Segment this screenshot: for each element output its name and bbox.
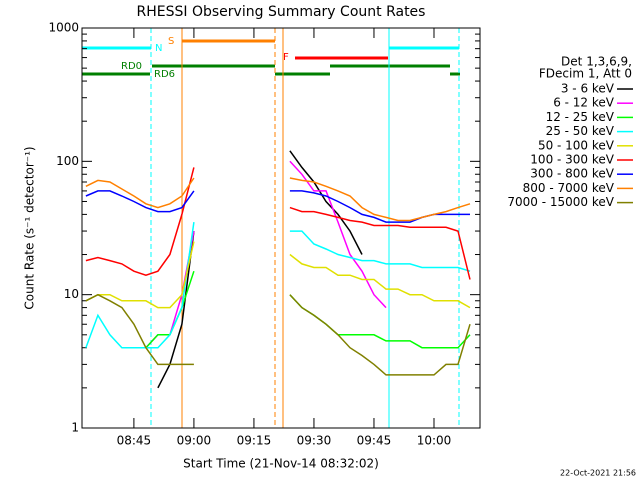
flag-label: S (168, 36, 174, 47)
legend-label: 3 - 6 keV (561, 82, 615, 96)
legend-label: 50 - 100 keV (538, 138, 615, 152)
legend-header: FDecim 1, Att 0 (539, 67, 632, 81)
series-line (85, 241, 471, 309)
legend-label: 6 - 12 keV (553, 96, 615, 110)
plot-frame (81, 27, 481, 429)
flag-label: RD6 (154, 69, 175, 80)
series-line (85, 190, 470, 223)
y-tick-label: 10 (64, 287, 79, 301)
series-line (157, 150, 363, 389)
x-tick-label: 08:45 (117, 434, 152, 448)
legend-label: 100 - 300 keV (530, 153, 614, 167)
legend-label: 7000 - 15000 keV (507, 195, 614, 209)
flags (82, 39, 460, 76)
series-line (85, 167, 471, 280)
y-axis-label: Count Rate (s⁻¹ detector⁻¹) (23, 146, 37, 309)
y-tick-label: 1000 (48, 21, 79, 35)
y-tick-label: 1 (71, 421, 79, 435)
series-line (85, 293, 471, 376)
x-tick-label: 09:00 (177, 434, 212, 448)
state-lines (150, 28, 460, 428)
series-line (85, 177, 471, 222)
flag-label: RD0 (121, 61, 142, 72)
flag-label: F (283, 52, 289, 63)
footer: 22-Oct-2021 21:56 (560, 469, 636, 478)
legend-label: 800 - 7000 keV (523, 181, 615, 195)
y-tick-label: 100 (56, 154, 79, 168)
x-tick-label: 09:15 (237, 434, 272, 448)
series-line (145, 270, 471, 349)
legend-label: 300 - 800 keV (530, 167, 614, 181)
x-tick-label: 10:00 (417, 434, 452, 448)
chart-title: RHESSI Observing Summary Count Rates (137, 4, 426, 20)
legend-label: 25 - 50 keV (546, 124, 615, 138)
x-tick-label: 09:45 (357, 434, 392, 448)
series-line (85, 221, 471, 349)
legend-header: Det 1,3,6,9, (561, 55, 632, 69)
x-tick-label: 09:30 (297, 434, 332, 448)
legend-label: 12 - 25 keV (546, 110, 615, 124)
flag-label: N (155, 43, 162, 54)
x-axis-label: Start Time (21-Nov-14 08:32:02) (183, 457, 379, 471)
